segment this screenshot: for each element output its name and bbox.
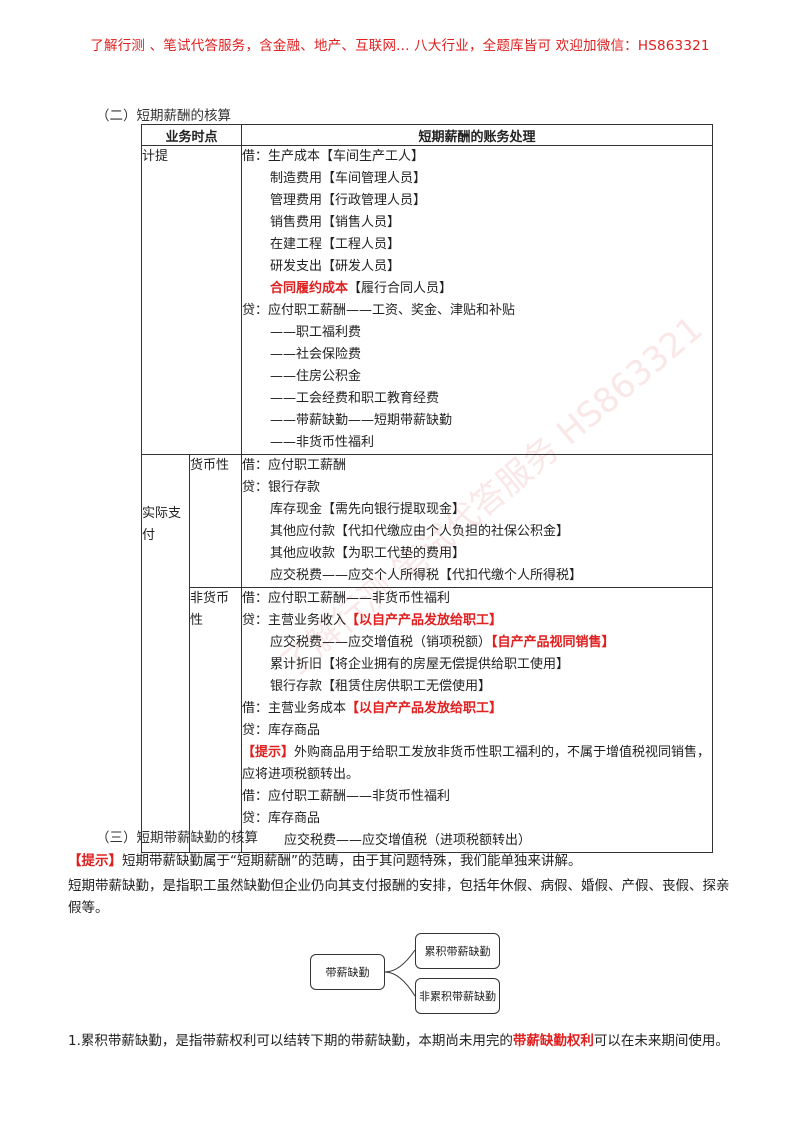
tip-label: 【提示】 [68, 853, 122, 869]
paid-absence-right-highlight: 带薪缺勤权利 [512, 1033, 594, 1049]
row-label-monetary: 货币性 [189, 454, 242, 588]
entry-line: ——工会经费和职工教育经费 [270, 391, 440, 406]
entry-line: 研发支出【研发人员】 [270, 259, 401, 274]
entry-line: 贷：银行存款 [242, 480, 321, 495]
entry-line: 在建工程【工程人员】 [270, 237, 401, 252]
monetary-entries: 借：应付职工薪酬 贷：银行存款 库存现金【需先向银行提取现金】 其他应付款【代扣… [241, 454, 713, 588]
row-label-nonmonetary: 非货币性 [189, 587, 242, 853]
entry-line: 借：生产成本【车间生产工人】 [242, 149, 425, 164]
entry-line: 借：应付职工薪酬——非货币性福利 [242, 789, 451, 804]
entry-line: 其他应付款【代扣代缴应由个人负担的社保公积金】 [270, 524, 570, 539]
entry-line: ——职工福利费 [270, 325, 362, 340]
entry-line: 借：应付职工薪酬 [242, 458, 347, 473]
entry-line-contract: 合同履约成本【履行合同人员】 [270, 281, 453, 296]
deemed-sale-highlight: 【自产产品视同销售】 [491, 635, 615, 650]
entry-line: 银行存款【租赁住房供职工无偿使用】 [270, 679, 492, 694]
entry-line: 贷：库存商品 [242, 723, 321, 738]
definition-paragraph: 短期带薪缺勤，是指职工虽然缺勤但企业仍向其支付报酬的安排，包括年休假、病假、婚假… [68, 878, 730, 916]
entry-line: ——带薪缺勤——短期带薪缺勤 [270, 413, 453, 428]
entry-line: 应交税费——应交增值税（销项税额）【自产产品视同销售】 [270, 635, 615, 650]
header-business-time: 业务时点 [141, 124, 242, 146]
nonmonetary-entries: 借：应付职工薪酬——非货币性福利 贷：主营业务收入【以自产产品发放给职工】 应交… [241, 587, 713, 853]
entry-line: 应交税费——应交个人所得税【代扣代缴个人所得税】 [270, 568, 583, 583]
table-row-monetary: 实际支付 货币性 借：应付职工薪酬 贷：银行存款 库存现金【需先向银行提取现金】… [141, 454, 713, 853]
self-made-product-highlight: 【以自产产品发放给职工】 [346, 613, 503, 628]
accrual-entries: 借：生产成本【车间生产工人】 制造费用【车间管理人员】 管理费用【行政管理人员】… [241, 145, 713, 455]
section-3-title: （三）短期带薪缺勤的核算 [96, 830, 258, 846]
header-accounting-treatment: 短期薪酬的账务处理 [241, 124, 713, 146]
entry-line: 贷：库存商品 [242, 811, 321, 826]
entry-line: 制造费用【车间管理人员】 [270, 171, 427, 186]
salary-accounting-table: 业务时点 短期薪酬的账务处理 计提 借：生产成本【车间生产工人】 制造费用【车间… [141, 124, 713, 853]
section-2-title: （二）短期薪酬的核算 [96, 108, 231, 124]
entry-line: 其他应收款【为职工代垫的费用】 [270, 546, 466, 561]
entry-line: 销售费用【销售人员】 [270, 215, 401, 230]
self-made-product-highlight: 【以自产产品发放给职工】 [346, 701, 503, 716]
row-label-accrual: 计提 [141, 145, 242, 455]
tip-note: 【提示】外购商品用于给职工发放非货币性职工福利的，不属于增值税视同销售，应将进项… [242, 745, 711, 782]
contract-cost-highlight: 合同履约成本 [270, 281, 349, 296]
paid-absence-diagram: 带薪缺勤 累积带薪缺勤 非累积带薪缺勤 [310, 928, 510, 1028]
diagram-node-accumulating: 累积带薪缺勤 [415, 933, 500, 969]
table-row-nonmonetary: 非货币性 借：应付职工薪酬——非货币性福利 贷：主营业务收入【以自产产品发放给职… [142, 587, 713, 853]
diagram-node-non-accumulating: 非累积带薪缺勤 [415, 978, 500, 1014]
entry-line: 借：应付职工薪酬——非货币性福利 [242, 591, 451, 606]
diagram-root-node: 带薪缺勤 [310, 954, 385, 990]
point-1-paragraph: 1.累积带薪缺勤，是指带薪权利可以结转下期的带薪缺勤，本期尚未用完的带薪缺勤权利… [68, 1033, 729, 1049]
entry-line: 管理费用【行政管理人员】 [270, 193, 427, 208]
promo-banner: 了解行测 、笔试代答服务，含金融、地产、互联网... 八大行业，全题库皆可 欢迎… [90, 38, 710, 54]
entry-line: 库存现金【需先向银行提取现金】 [270, 502, 466, 517]
tip-paragraph: 【提示】短期带薪缺勤属于“短期薪酬”的范畴，由于其问题特殊，我们能单独来讲解。 [68, 853, 582, 869]
entry-line: 借：主营业务成本【以自产产品发放给职工】 [242, 701, 503, 716]
tip-label: 【提示】 [242, 745, 295, 760]
table-row-accrual: 计提 借：生产成本【车间生产工人】 制造费用【车间管理人员】 管理费用【行政管理… [141, 145, 713, 455]
entry-line: ——住房公积金 [270, 369, 362, 384]
entry-line: ——非货币性福利 [270, 435, 375, 450]
connector-lines [384, 949, 416, 997]
table-header-row: 业务时点 短期薪酬的账务处理 [141, 124, 713, 146]
entry-line: 应交税费——应交增值税（进项税额转出） [284, 833, 532, 848]
entry-line: 贷：主营业务收入【以自产产品发放给职工】 [242, 613, 503, 628]
entry-line: 贷：应付职工薪酬——工资、奖金、津贴和补贴 [242, 303, 516, 318]
row-label-actual-payment: 实际支付 [141, 454, 190, 853]
entry-line: 累计折旧【将企业拥有的房屋无偿提供给职工使用】 [270, 657, 570, 672]
entry-line: ——社会保险费 [270, 347, 362, 362]
